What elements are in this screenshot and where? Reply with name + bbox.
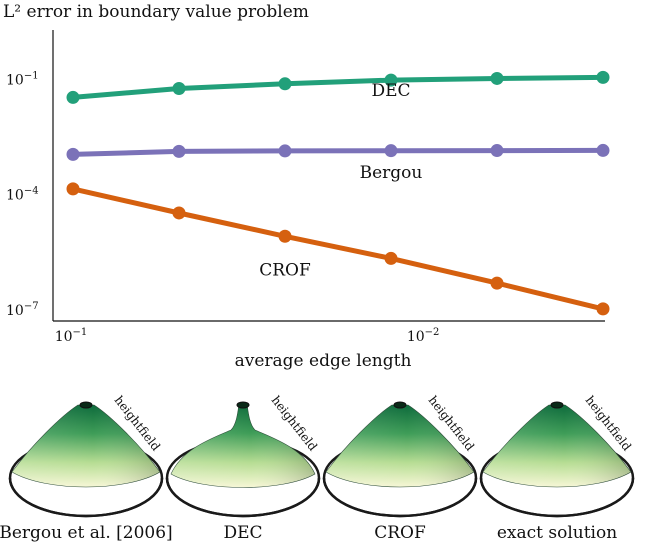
peak-cap <box>79 401 93 409</box>
surface-shading <box>326 405 474 487</box>
base-rim <box>8 477 164 518</box>
render-caption: CROF <box>374 523 426 543</box>
data-point <box>596 143 610 157</box>
series-crof: CROF <box>66 182 610 316</box>
data-point <box>490 71 504 85</box>
data-point <box>278 77 292 91</box>
x-tick-label: 10−1 <box>55 327 88 345</box>
data-point <box>66 90 80 104</box>
peak-cap <box>393 401 407 409</box>
render-caption: DEC <box>223 523 262 543</box>
data-point <box>384 251 398 265</box>
peak-cap <box>236 401 250 409</box>
y-tick-label: 10−7 <box>6 301 39 319</box>
render-caption: exact solution <box>497 523 617 543</box>
base-rim <box>322 477 478 518</box>
series-line <box>70 74 606 100</box>
series-layer: DEC Bergou CROF <box>66 70 610 316</box>
data-point <box>596 302 610 316</box>
surface-shading <box>12 405 160 487</box>
data-point <box>596 70 610 84</box>
data-point <box>384 144 398 158</box>
data-point <box>278 144 292 158</box>
peak-cap <box>550 401 564 409</box>
series-label: CROF <box>259 261 311 281</box>
data-point <box>172 206 186 220</box>
series-line <box>70 186 606 312</box>
render-caption: Bergou et al. [2006] <box>0 523 173 543</box>
surface-shading <box>171 404 315 488</box>
surface-shading <box>483 405 631 487</box>
chart-title: L² error in boundary value problem <box>3 2 309 22</box>
y-tick-label: 10−4 <box>6 186 39 204</box>
x-axis-label: average edge length <box>235 351 412 371</box>
data-point <box>490 144 504 158</box>
series-label: Bergou <box>360 163 423 183</box>
base-rim <box>479 477 635 518</box>
data-point <box>66 182 80 196</box>
data-point <box>490 276 504 290</box>
x-tick-label: 10−2 <box>407 327 440 345</box>
axes <box>52 30 605 322</box>
series-line <box>70 147 606 157</box>
series-bergou: Bergou <box>66 143 610 183</box>
series-dec: DEC <box>66 70 610 104</box>
data-point <box>278 229 292 243</box>
series-label: DEC <box>371 81 410 101</box>
base-rim <box>165 477 321 518</box>
y-tick-label: 10−1 <box>6 70 39 88</box>
data-point <box>172 144 186 158</box>
data-point <box>384 73 398 87</box>
data-point <box>172 82 186 96</box>
data-point <box>66 147 80 161</box>
tick-labels: 10−1 10−4 10−7 10−1 10−2 <box>6 70 439 345</box>
